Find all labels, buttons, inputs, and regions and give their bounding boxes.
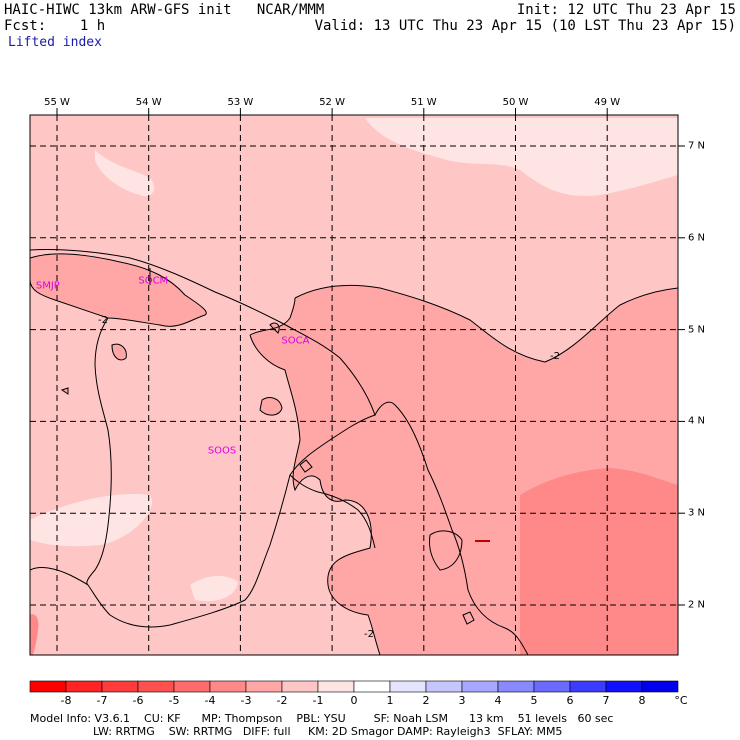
lon-label: 55 W [44,97,70,108]
colorbar-swatch [641,680,679,693]
field-light-sw [30,494,152,547]
lon-label: 54 W [135,97,162,108]
station-label: SMJP [36,280,60,291]
colorbar-tick-label: 6 [566,694,574,707]
station-markers: SMJP SOCM SOCA SOOS [36,276,310,457]
field-mid-blob1 [112,344,127,360]
colorbar-tick-label: -7 [96,694,108,707]
colorbar-tick-label: 1 [386,694,394,707]
field-light-s [190,575,238,602]
colorbar-tick-label: 0 [350,694,358,707]
colorbar-tick-label: -3 [240,694,252,707]
contour-label: -2 [364,629,374,640]
coastline [30,248,529,655]
shaded-field [30,115,678,655]
lat-label: 6 N [688,232,706,244]
colorbar-swatch [29,680,67,693]
colorbar-tick-label: -4 [204,694,216,707]
colorbar-swatch [101,680,139,693]
lon-label: 49 W [594,97,621,108]
model-title: HAIC-HIWC 13km ARW-GFS init NCAR/MMM [4,2,325,18]
model-info-line1: Model Info: V3.6.1 CU: KF MP: Thompson P… [30,712,614,725]
colorbar-swatch [245,680,283,693]
colorbar-tick-label: 3 [458,694,466,707]
field-mid-coast-w [30,253,207,327]
colorbar-swatch [317,680,355,693]
valid-time: Valid: 13 UTC Thu 23 Apr 15 (10 LST Thu … [314,18,736,34]
contour-minus2 [30,253,678,655]
colorbar-swatch [461,680,499,693]
field-light-ne [365,118,678,196]
station-label: SOCA [281,335,309,346]
lat-lon-grid [30,115,678,655]
colorbar [29,680,679,693]
field-strong-sw [30,614,39,655]
colorbar-tick-label: -1 [312,694,324,707]
field-mid-blob2 [260,397,282,416]
boundaries [30,248,529,655]
model-info-line2: LW: RRTMG SW: RRTMG DIFF: full KM: 2D Sm… [30,725,563,738]
colorbar-swatch [65,680,103,693]
colorbar-swatch [569,680,607,693]
colorbar-swatch [533,680,571,693]
forecast-hour: Fcst: 1 h [4,18,106,34]
colorbar-tick-label: 4 [494,694,502,707]
map-frame [29,114,679,656]
lat-label: 3 N [688,507,706,519]
lat-label: 5 N [688,324,706,336]
field-name: Lifted index [8,35,102,50]
colorbar-swatch [281,680,319,693]
colorbar-swatch [389,680,427,693]
border-inner [289,474,376,549]
colorbar-unit: °C [674,694,688,707]
lon-label: 52 W [319,97,345,108]
contour-label: -2 [98,315,108,326]
colorbar-tick-label: 2 [422,694,430,707]
colorbar-tick-label: 5 [530,694,538,707]
station-label: SOOS [208,446,236,457]
lon-label: 51 W [410,97,437,108]
frame-ticks [56,108,685,606]
lat-label: 4 N [688,415,706,427]
colorbar-tick-label: -6 [132,694,144,707]
init-time: Init: 12 UTC Thu 23 Apr 15 [516,2,736,18]
station-label: SOCM [138,276,168,287]
colorbar-tick-label: 8 [638,694,646,707]
colorbar-swatch [425,680,463,693]
colorbar-swatch [605,680,643,693]
lon-label: 53 W [227,97,254,108]
colorbar-tick-label: 7 [602,694,610,707]
lon-label: 50 W [502,97,529,108]
field-strong-se [520,468,678,655]
colorbar-swatch [497,680,535,693]
lat-label: 7 N [688,140,706,152]
colorbar-swatch [209,680,247,693]
colorbar-swatch [353,680,391,693]
colorbar-tick-label: -2 [276,694,288,707]
colorbar-swatch [137,680,175,693]
contour-label: -2 [550,351,560,362]
border-southwest [30,567,89,586]
lat-label: 2 N [688,599,706,611]
colorbar-tick-label: -8 [60,694,72,707]
colorbar-swatch [173,680,211,693]
field-light-nw [95,150,155,197]
colorbar-tick-label: -5 [168,694,180,707]
